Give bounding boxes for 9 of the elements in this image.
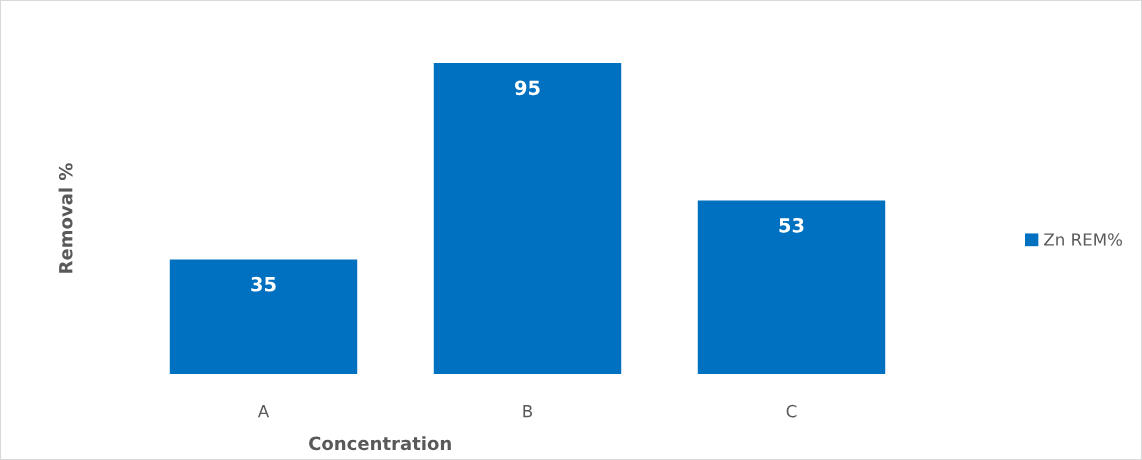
x-tick-label: A xyxy=(257,405,270,418)
data-label: 53 xyxy=(779,217,804,233)
data-label: 35 xyxy=(251,276,276,292)
x-tick-label: C xyxy=(786,404,797,418)
y-axis-title: Removal % xyxy=(58,163,73,273)
x-tick-label: B xyxy=(523,405,533,418)
data-label: 95 xyxy=(514,80,540,96)
x-axis-title: Concentration xyxy=(309,436,451,451)
legend-label: Zn REM% xyxy=(1044,233,1123,246)
